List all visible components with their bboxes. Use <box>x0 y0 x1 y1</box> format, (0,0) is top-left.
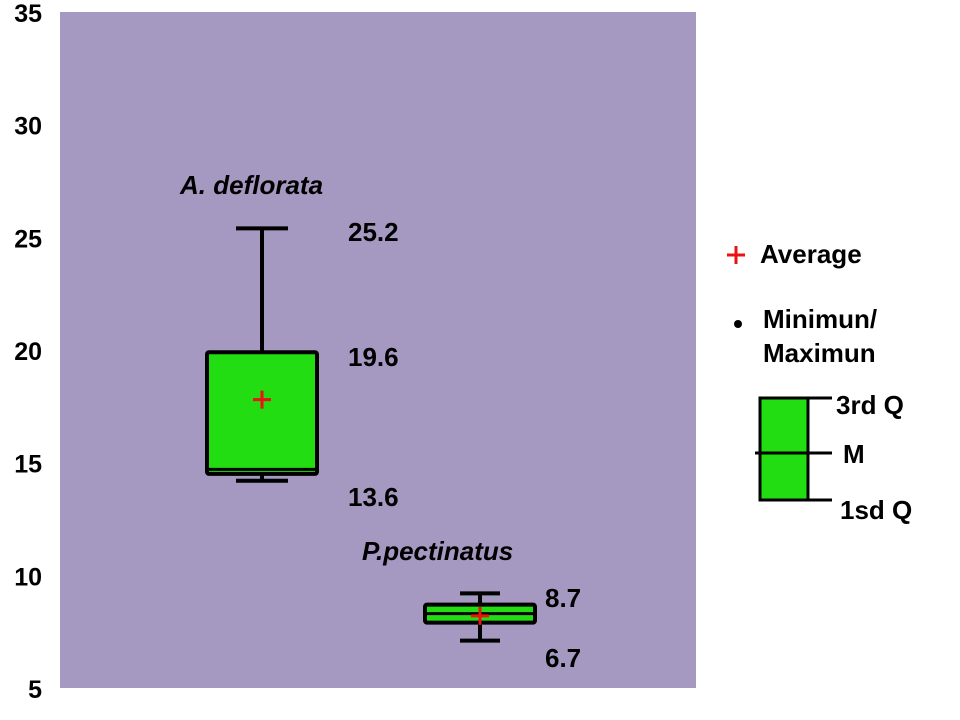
y-tick-label: 30 <box>14 113 42 141</box>
max-label: 25.2 <box>348 217 399 247</box>
legend-average-label: Average <box>760 239 862 269</box>
mean-marker <box>471 606 489 625</box>
y-tick-label: 35 <box>14 0 42 28</box>
legend-median-label: M <box>843 439 865 469</box>
y-tick-label: 5 <box>28 676 42 704</box>
y-tick-label: 20 <box>14 338 42 366</box>
min-label: 6.7 <box>545 643 581 673</box>
legend-q1-label: 1sd Q <box>840 495 912 525</box>
min-label: 13.6 <box>348 482 399 512</box>
legend-average-icon <box>727 246 745 264</box>
series-name-label: A. deflorata <box>179 170 323 200</box>
y-tick-label: 15 <box>14 451 42 479</box>
q3-label: 19.6 <box>348 342 399 372</box>
legend: Average Minimun/ Maximun 3rd Q M 1sd Q <box>727 239 912 525</box>
box-group: A. deflorata 25.2 19.6 13.6 P.pectinatus 8.7 6… <box>179 170 581 673</box>
y-axis: 5 10 15 20 25 30 35 <box>14 0 42 704</box>
series-name-label: P.pectinatus <box>362 536 513 566</box>
box-1: A. deflorata 25.2 19.6 13.6 <box>179 170 399 512</box>
y-tick-label: 10 <box>14 563 42 591</box>
legend-q3-label: 3rd Q <box>836 390 904 420</box>
legend-minmax-icon <box>734 320 742 328</box>
box-2: P.pectinatus 8.7 6.7 <box>362 536 581 673</box>
legend-minmax-label-line1: Minimun/ <box>763 304 877 334</box>
legend-minmax-label-line2: Maximun <box>763 338 876 368</box>
plot-area <box>60 12 696 688</box>
legend-box-icon <box>758 396 810 502</box>
max-label: 8.7 <box>545 583 581 613</box>
iqr-box <box>205 350 319 476</box>
mean-marker <box>253 390 271 409</box>
y-tick-label: 25 <box>14 225 42 253</box>
